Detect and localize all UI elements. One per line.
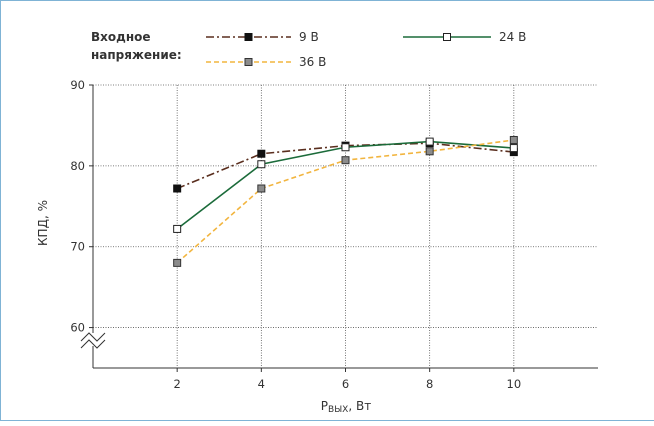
x-tick-label-10: 10	[507, 377, 522, 391]
series-2-point-6	[341, 143, 350, 152]
tick-labels: 60 70 80 90 2 4 6 8 10	[70, 78, 521, 391]
x-tick-label-8: 8	[426, 377, 433, 391]
axis-break-stroke-2	[80, 339, 106, 349]
series-3-point-2	[173, 258, 182, 267]
series-2-point-10	[509, 144, 518, 153]
legend-title-line-1: Входное	[91, 30, 151, 44]
series-3-point-8	[425, 147, 434, 156]
legend-item-2: 24 В	[403, 30, 526, 44]
legend-title-line-2: напряжение:	[91, 48, 182, 62]
series-1-point-4	[257, 149, 266, 158]
y-tick-label-70: 70	[70, 240, 85, 254]
axis-break-stroke-1	[80, 332, 106, 342]
legend-label-3: 36 В	[299, 55, 326, 69]
x-axis-label-unit: , Вт	[348, 399, 371, 413]
series-2-point-8	[425, 137, 434, 146]
y-tick-label-90: 90	[70, 78, 85, 92]
legend-item-1: 9 В	[206, 30, 319, 44]
x-axis-label-main: P	[321, 399, 328, 413]
series-3-point-6	[341, 156, 350, 165]
legend-marker-3	[244, 58, 253, 66]
legend-label-1: 9 В	[299, 30, 319, 44]
x-tick-label-6: 6	[342, 377, 349, 391]
series-1-point-2	[173, 184, 182, 193]
y-tick-label-80: 80	[70, 159, 85, 173]
legend-marker-1	[244, 33, 253, 41]
series-3-point-4	[257, 184, 266, 193]
x-tick-label-2: 2	[174, 377, 181, 391]
series-3-point-10	[509, 135, 518, 144]
legend-marker-2	[443, 33, 451, 41]
axis-break-symbol	[80, 332, 106, 349]
x-axis-label: PВЫХ, Вт	[321, 399, 371, 415]
series-1-line	[176, 142, 514, 190]
axes	[80, 84, 598, 372]
series-layer	[173, 135, 518, 267]
y-tick-label-60: 60	[70, 321, 85, 335]
x-axis-label-subscript: ВЫХ	[328, 405, 348, 415]
y-axis-label: КПД, %	[36, 200, 50, 246]
legend-label-2: 24 В	[499, 30, 526, 44]
series-3	[173, 135, 518, 267]
series-2	[173, 137, 518, 233]
legend-item-3: 36 В	[206, 55, 326, 69]
grid	[93, 84, 598, 368]
x-tick-label-4: 4	[258, 377, 265, 391]
series-2-point-2	[173, 224, 182, 233]
series-2-point-4	[257, 160, 266, 169]
legend: Входное напряжение: 9 В 24 В 36 В	[91, 30, 526, 69]
